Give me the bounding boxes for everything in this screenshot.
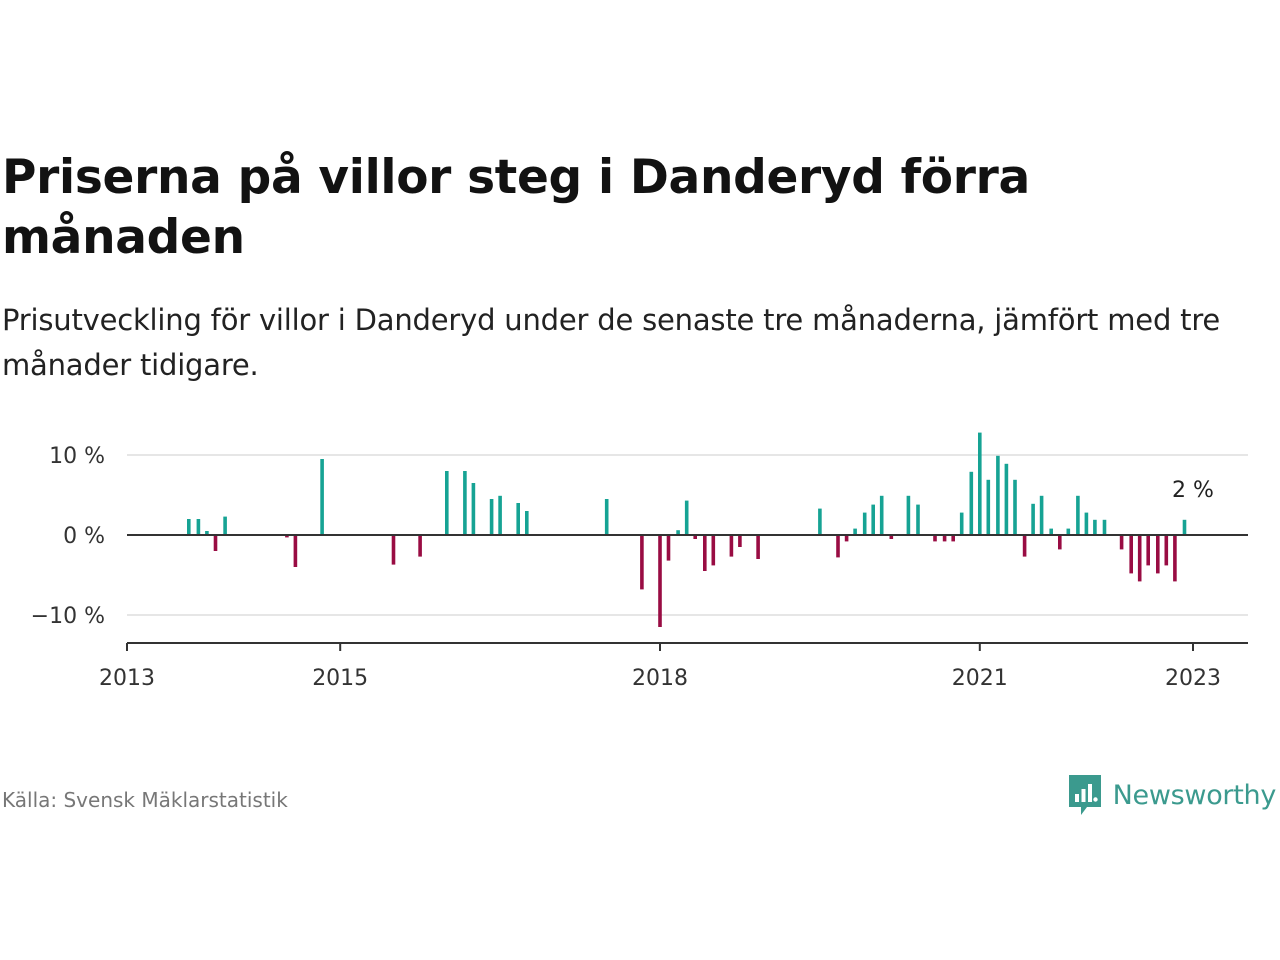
bar — [711, 535, 716, 566]
bar — [213, 535, 218, 551]
bar — [187, 519, 191, 535]
bar — [223, 516, 227, 535]
bar — [756, 535, 760, 559]
bar — [1129, 535, 1133, 574]
bar — [1066, 528, 1071, 535]
bar — [951, 535, 955, 542]
x-tick-label: 2021 — [952, 666, 1008, 691]
bar — [1039, 495, 1044, 535]
brand-logo: Newsworthy — [1067, 772, 1276, 818]
bar — [640, 535, 644, 590]
bar — [1146, 535, 1150, 566]
bar — [498, 495, 502, 535]
bar — [818, 508, 822, 535]
latest-value-label: 2 % — [1172, 478, 1214, 503]
x-tick-label: 2023 — [1165, 666, 1221, 691]
axes — [126, 534, 1248, 651]
bar — [703, 535, 707, 571]
bar — [844, 535, 849, 542]
bar — [293, 535, 298, 567]
bar — [836, 535, 840, 558]
bar — [1173, 535, 1177, 582]
bar — [1022, 535, 1027, 557]
price-change-bar-chart: 10 % 0 % −10 % 2013 2015 2018 2021 2023 2 % — [31, 432, 1248, 691]
bar — [1058, 535, 1062, 550]
chart-title: Priserna på villor steg i Danderyd förra… — [2, 150, 1030, 265]
bar — [1137, 535, 1142, 582]
y-tick-label: 10 % — [49, 444, 105, 469]
y-tick-label: −10 % — [31, 604, 105, 629]
source-note: Källa: Svensk Mäklarstatistik — [2, 788, 288, 812]
bar — [1156, 535, 1160, 574]
bar — [693, 535, 697, 539]
bar — [1164, 535, 1169, 566]
x-tick-label: 2015 — [312, 666, 368, 691]
y-tick-label: 0 % — [63, 524, 105, 549]
bar — [1076, 495, 1080, 535]
bar — [1119, 535, 1124, 550]
bar — [1004, 463, 1009, 535]
bar — [285, 535, 289, 538]
bar — [889, 535, 894, 539]
bar — [1013, 479, 1017, 535]
bar — [391, 535, 396, 565]
bar — [906, 495, 911, 535]
x-tick-label: 2018 — [632, 666, 688, 691]
bar — [942, 535, 947, 542]
bar — [986, 479, 991, 535]
bar — [969, 471, 974, 535]
bar — [1182, 519, 1187, 535]
bar — [666, 535, 671, 561]
brand-name: Newsworthy — [1112, 779, 1277, 811]
bar — [1102, 519, 1107, 535]
bar — [1093, 519, 1097, 535]
bar — [862, 512, 867, 535]
bar — [463, 471, 467, 535]
bar — [996, 455, 1000, 535]
bar — [516, 503, 520, 535]
bar — [978, 432, 982, 535]
chart-subtitle: Prisutveckling för villor i Danderyd und… — [2, 303, 1221, 382]
bar — [916, 504, 920, 535]
bar — [418, 535, 422, 557]
bar — [853, 528, 857, 535]
bars — [187, 432, 1187, 627]
x-tick-label: 2013 — [99, 666, 155, 691]
bar — [604, 499, 609, 535]
newsworthy-logo-icon — [1068, 775, 1101, 815]
bar — [489, 499, 494, 535]
bar — [196, 519, 201, 535]
bar — [933, 535, 937, 542]
bar — [445, 471, 449, 535]
labels: 10 % 0 % −10 % 2013 2015 2018 2021 2023 2 % — [31, 444, 1221, 691]
bar — [1084, 512, 1089, 535]
bar — [525, 511, 529, 535]
bar — [684, 500, 689, 535]
bar — [729, 535, 734, 557]
bar — [471, 483, 476, 535]
bar — [738, 535, 742, 547]
bar — [1049, 528, 1053, 535]
bar — [320, 459, 324, 535]
bar — [871, 504, 875, 535]
bar — [658, 535, 662, 627]
bar — [676, 530, 680, 535]
bar — [879, 495, 884, 535]
bar — [959, 512, 964, 535]
bar — [205, 531, 209, 535]
grid-lines — [127, 454, 1248, 616]
bar — [1031, 503, 1035, 535]
